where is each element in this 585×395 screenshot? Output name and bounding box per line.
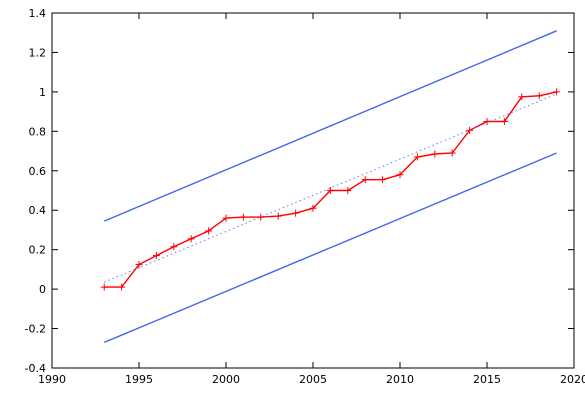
data-point (257, 213, 265, 221)
data-point (152, 252, 160, 260)
x-tick-label: 2020 (560, 373, 585, 386)
x-tick-label: 2005 (299, 373, 327, 386)
data-point (361, 176, 369, 184)
data-point (553, 88, 561, 96)
y-tick-label: 0.4 (29, 204, 47, 217)
data-point (309, 204, 317, 212)
data-point (431, 150, 439, 158)
data-point (239, 213, 247, 221)
data-point (205, 227, 213, 235)
y-tick-label: -0.2 (25, 323, 46, 336)
data-point (135, 260, 143, 268)
x-axis: 1990 1995 2000 2005 2010 2015 2020 (38, 13, 585, 386)
y-axis: -0.4 -0.2 0 0.2 0.4 0.6 0.8 1 1.2 1.4 (25, 7, 574, 375)
data-point (118, 283, 126, 291)
data-point (413, 153, 421, 161)
series-line-lower-bound (103, 152, 557, 344)
y-tick-label: 1.4 (29, 7, 47, 20)
data-point (448, 149, 456, 157)
y-tick-label: 0.8 (29, 125, 47, 138)
data-point (518, 93, 526, 101)
y-tick-label: 0 (39, 283, 46, 296)
y-tick-label: 1 (39, 86, 46, 99)
x-tick-label: 2010 (386, 373, 414, 386)
x-tick-label: 2015 (473, 373, 501, 386)
data-point (100, 283, 108, 291)
data-point (396, 171, 404, 179)
data-point (170, 243, 178, 251)
data-point (326, 187, 334, 194)
data-point (483, 117, 491, 125)
data-point (274, 212, 282, 220)
plot-frame (51, 12, 575, 369)
y-tick-label: 1.2 (29, 46, 47, 59)
series-layer (100, 30, 561, 344)
data-point (222, 214, 230, 222)
data-point (187, 235, 195, 243)
data-point (500, 117, 508, 125)
series-line-trend (104, 93, 557, 283)
y-tick-label: -0.4 (25, 362, 46, 375)
data-point (379, 176, 387, 184)
x-tick-label: 1995 (125, 373, 153, 386)
x-tick-label: 1990 (38, 373, 66, 386)
series-line-upper-bound (103, 30, 557, 222)
data-point (344, 187, 352, 194)
data-point (466, 126, 474, 134)
y-tick-label: 0.2 (29, 244, 47, 257)
data-point (292, 209, 300, 217)
y-tick-label: 0.6 (29, 165, 47, 178)
x-tick-label: 2000 (212, 373, 240, 386)
data-point (535, 92, 543, 100)
